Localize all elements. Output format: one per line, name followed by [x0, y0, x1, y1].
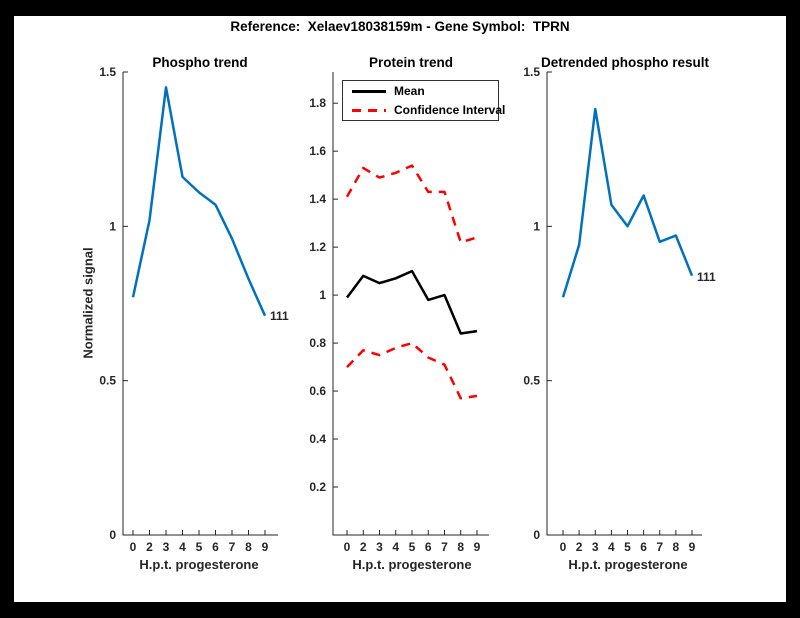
- svg-text:6: 6: [425, 540, 432, 554]
- subplot1-ylabel: Normalized signal: [80, 247, 96, 359]
- legend-row-ci: Confidence Interval: [343, 102, 505, 118]
- subplot2-xlabel: H.p.t. progesterone: [352, 557, 472, 572]
- legend-label-ci: Confidence Interval: [394, 103, 506, 117]
- subplot2-title: Protein trend: [368, 55, 454, 70]
- svg-text:5: 5: [409, 540, 416, 554]
- svg-text:1: 1: [533, 219, 540, 233]
- svg-text:3: 3: [376, 540, 383, 554]
- subplot3-end-label: 111: [697, 270, 716, 284]
- series-phospho-trend: [131, 86, 267, 317]
- svg-text:2: 2: [576, 540, 583, 554]
- svg-text:6: 6: [212, 540, 219, 554]
- legend: Mean Confidence Interval: [342, 80, 505, 121]
- svg-text:0.5: 0.5: [523, 374, 540, 388]
- mean-line-icon: [352, 89, 386, 93]
- svg-text:0: 0: [109, 528, 116, 542]
- svg-text:0: 0: [533, 528, 540, 542]
- svg-text:0.6: 0.6: [309, 384, 326, 398]
- subplot3-xlabel: H.p.t. progesterone: [568, 557, 688, 572]
- svg-text:1.2: 1.2: [309, 240, 326, 254]
- svg-text:1: 1: [109, 219, 116, 233]
- confidence-interval-line-icon: [352, 108, 386, 112]
- svg-text:1.5: 1.5: [99, 65, 116, 79]
- series-mean: [346, 269, 478, 335]
- svg-text:1: 1: [319, 288, 326, 302]
- svg-text:1.6: 1.6: [309, 144, 326, 158]
- svg-text:8: 8: [245, 540, 252, 554]
- svg-text:9: 9: [474, 540, 481, 554]
- svg-text:7: 7: [441, 540, 448, 554]
- svg-text:6: 6: [640, 540, 647, 554]
- svg-text:4: 4: [608, 540, 615, 554]
- svg-text:7: 7: [229, 540, 236, 554]
- svg-text:0.5: 0.5: [99, 374, 116, 388]
- svg-text:2: 2: [146, 540, 153, 554]
- svg-text:0: 0: [130, 540, 137, 554]
- svg-text:8: 8: [673, 540, 680, 554]
- svg-text:0: 0: [344, 540, 351, 554]
- svg-text:4: 4: [392, 540, 399, 554]
- subplot1-xlabel: H.p.t. progesterone: [139, 557, 259, 572]
- svg-text:1.8: 1.8: [309, 96, 326, 110]
- svg-text:5: 5: [624, 540, 631, 554]
- svg-text:7: 7: [656, 540, 663, 554]
- series-confidence-interval-lower: [346, 341, 478, 400]
- legend-label-mean: Mean: [394, 84, 425, 98]
- svg-text:9: 9: [262, 540, 269, 554]
- subplot3-title: Detrended phospho result: [540, 55, 710, 70]
- svg-text:8: 8: [457, 540, 464, 554]
- svg-text:0: 0: [560, 540, 567, 554]
- subplot1-title: Phospho trend: [152, 55, 248, 70]
- svg-text:3: 3: [592, 540, 599, 554]
- svg-text:5: 5: [196, 540, 203, 554]
- series-detrended-phospho: [561, 107, 694, 298]
- svg-text:2: 2: [360, 540, 367, 554]
- legend-row-mean: Mean: [343, 83, 498, 99]
- svg-text:3: 3: [163, 540, 170, 554]
- series-confidence-interval-upper: [345, 164, 478, 244]
- svg-text:9: 9: [689, 540, 696, 554]
- figure-title: Reference: Xelaev18038159m - Gene Symbol…: [230, 19, 570, 34]
- svg-text:4: 4: [179, 540, 186, 554]
- svg-text:0.2: 0.2: [309, 480, 326, 494]
- svg-text:1.5: 1.5: [523, 65, 540, 79]
- svg-text:0.8: 0.8: [309, 336, 326, 350]
- svg-text:1.4: 1.4: [309, 192, 326, 206]
- svg-text:0.4: 0.4: [309, 432, 326, 446]
- subplot1-end-label: 111: [270, 309, 289, 323]
